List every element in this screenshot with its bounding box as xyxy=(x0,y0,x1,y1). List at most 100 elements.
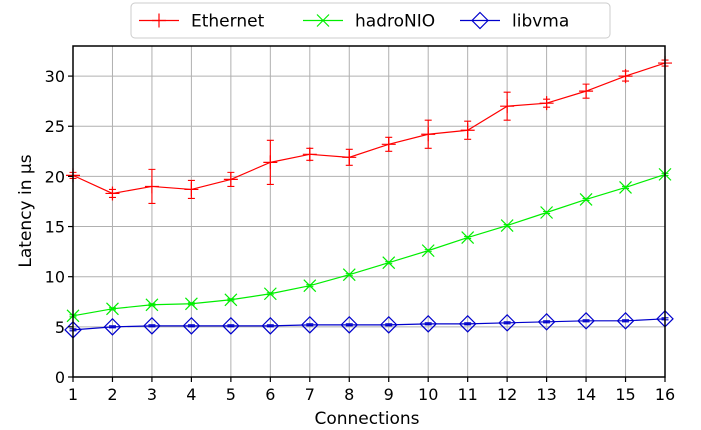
data-point xyxy=(579,193,593,206)
x-tick-label: 16 xyxy=(655,385,675,404)
data-point xyxy=(261,316,280,335)
grid xyxy=(72,46,666,378)
legend-label: hadroNIO xyxy=(355,12,435,32)
y-axis-title: Latency in µs xyxy=(16,154,36,267)
legend-label: libvma xyxy=(512,12,569,32)
error-bar xyxy=(345,323,353,327)
data-point xyxy=(577,311,595,330)
legend-marker xyxy=(471,11,489,30)
legend-entry-libvma: libvma xyxy=(460,12,569,32)
error-bar xyxy=(227,324,235,328)
data-point xyxy=(340,315,359,334)
data-point xyxy=(619,181,632,194)
x-tick-label: 10 xyxy=(418,385,438,404)
legend-box xyxy=(130,2,611,39)
data-point xyxy=(105,186,120,201)
series-ethernet xyxy=(66,56,672,205)
data-point xyxy=(500,219,514,232)
data-point xyxy=(421,127,436,142)
y-axis: 0 5 10 15 20 25 30 xyxy=(45,67,73,387)
legend-marker xyxy=(316,14,330,27)
legend-label: Ethernet xyxy=(191,12,265,32)
legend: Ethernet hadroNIO libvma xyxy=(130,2,611,39)
data-point xyxy=(184,297,198,311)
data-point xyxy=(498,313,516,332)
x-tick-label: 3 xyxy=(147,385,157,404)
data-point xyxy=(539,96,554,111)
data-point xyxy=(381,137,396,152)
x-tick-label: 11 xyxy=(457,385,477,404)
data-point xyxy=(300,315,319,334)
x-tick-label: 13 xyxy=(536,385,556,404)
error-bar xyxy=(543,320,551,324)
data-point xyxy=(458,314,477,333)
y-tick-label: 0 xyxy=(55,368,65,387)
data-point xyxy=(103,317,122,336)
series-line xyxy=(72,173,666,317)
series-line xyxy=(72,318,666,331)
legend-marker xyxy=(152,13,166,28)
y-tick-label: 30 xyxy=(45,67,65,86)
x-tick-label: 6 xyxy=(265,385,275,404)
data-point xyxy=(143,316,161,335)
y-tick-label: 20 xyxy=(45,167,65,186)
error-bar xyxy=(187,324,195,328)
x-tick-label: 4 xyxy=(186,385,196,404)
x-tick-label: 9 xyxy=(384,385,394,404)
x-axis: 1 2 3 4 5 6 7 8 9 10 11 12 13 14 15 16 xyxy=(68,377,675,404)
x-tick-label: 8 xyxy=(344,385,354,404)
legend-entry-ethernet: Ethernet xyxy=(139,12,265,32)
data-point xyxy=(145,298,159,312)
series-hadronio xyxy=(66,167,672,323)
x-tick-label: 5 xyxy=(226,385,236,404)
x-tick-label: 1 xyxy=(68,385,78,404)
series-layer xyxy=(64,56,674,339)
error-bar xyxy=(306,323,314,327)
data-point xyxy=(379,315,398,334)
data-point xyxy=(144,179,159,194)
data-point xyxy=(579,84,594,99)
data-point xyxy=(224,293,238,307)
error-bar xyxy=(266,324,274,328)
y-tick-label: 10 xyxy=(45,268,65,287)
data-point xyxy=(618,69,633,84)
error-bar xyxy=(148,324,156,328)
data-point xyxy=(222,316,240,335)
legend-entry-hadronio: hadroNIO xyxy=(303,12,435,32)
data-point xyxy=(263,155,278,170)
data-point xyxy=(500,99,515,114)
data-point xyxy=(537,312,556,331)
x-tick-label: 14 xyxy=(576,385,596,404)
data-point xyxy=(302,147,317,162)
error-bar xyxy=(424,322,432,326)
y-tick-label: 15 xyxy=(45,218,65,237)
error-bar xyxy=(385,323,393,327)
data-point xyxy=(342,150,357,165)
data-point xyxy=(460,123,475,138)
data-point xyxy=(303,279,317,293)
data-point xyxy=(382,256,396,270)
x-tick-label: 15 xyxy=(615,385,635,404)
data-point xyxy=(616,311,635,330)
error-bar xyxy=(582,319,590,323)
data-point xyxy=(342,268,356,282)
error-bar xyxy=(622,319,630,323)
error-bar xyxy=(503,321,511,325)
x-tick-label: 12 xyxy=(497,385,517,404)
x-axis-title: Connections xyxy=(314,409,419,429)
data-point xyxy=(182,316,201,335)
series-line xyxy=(72,62,666,195)
series-libvma xyxy=(64,309,674,339)
data-point xyxy=(419,314,438,333)
error-bar xyxy=(108,325,116,329)
x-tick-label: 7 xyxy=(305,385,315,404)
y-tick-label: 25 xyxy=(45,117,65,136)
data-point xyxy=(263,287,277,301)
y-tick-label: 5 xyxy=(55,318,65,337)
data-point xyxy=(540,206,554,219)
data-point xyxy=(461,231,475,245)
data-point xyxy=(184,182,199,197)
data-point xyxy=(421,244,435,258)
data-point xyxy=(223,172,238,187)
